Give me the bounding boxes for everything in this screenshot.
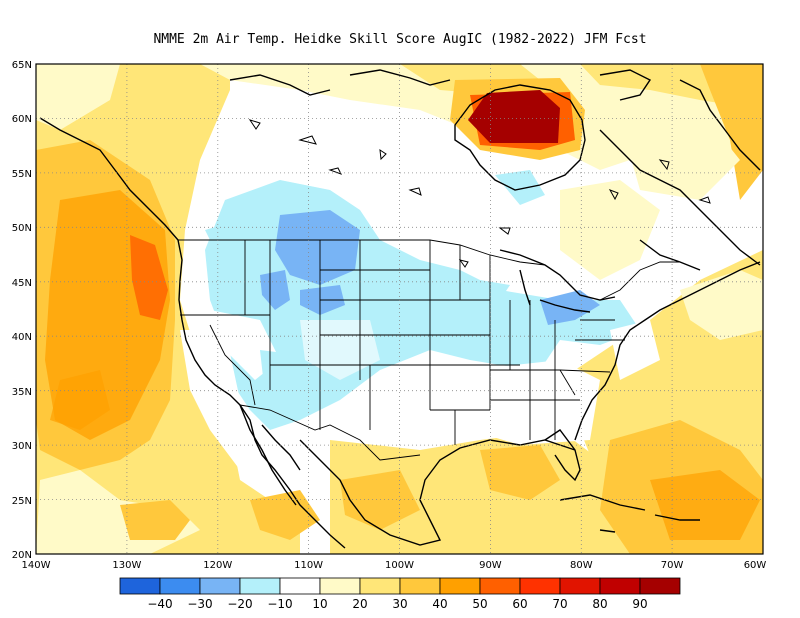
map-frame xyxy=(35,63,764,555)
lakes xyxy=(248,119,711,268)
colorbar-label: 60 xyxy=(512,597,527,611)
colorbar-label: 70 xyxy=(552,597,567,611)
colorbar-swatch xyxy=(319,577,361,595)
skill-field-layer xyxy=(36,64,763,554)
colorbar-label: 10 xyxy=(312,597,327,611)
colorbar-label: 90 xyxy=(632,597,647,611)
lat-tick-label: 60N xyxy=(12,114,32,125)
colorbar-label: 40 xyxy=(432,597,447,611)
lat-tick-label: 40N xyxy=(12,332,32,343)
lon-tick-label: 100W xyxy=(385,560,414,571)
colorbar-swatch xyxy=(359,577,401,595)
lon-tick-label: 60W xyxy=(744,560,767,571)
colorbar-swatch xyxy=(519,577,561,595)
colorbar-label: −30 xyxy=(187,597,212,611)
colorbar-swatch xyxy=(599,577,641,595)
colorbar-swatch xyxy=(479,577,521,595)
colorbar-swatch xyxy=(279,577,321,595)
colorbar-swatch xyxy=(239,577,281,595)
colorbar-label: −20 xyxy=(227,597,252,611)
colorbar-label: 30 xyxy=(392,597,407,611)
lat-tick-label: 25N xyxy=(12,496,32,507)
lat-tick-label: 50N xyxy=(12,223,32,234)
colorbar: −40 −30 −20 −10 10 20 30 40 50 60 70 80 90 xyxy=(119,577,681,611)
colorbar-swatch xyxy=(199,577,241,595)
colorbar-swatch xyxy=(439,577,481,595)
lon-tick-label: 110W xyxy=(294,560,323,571)
colorbar-swatch xyxy=(159,577,201,595)
coastlines xyxy=(39,69,761,549)
lat-tick-label: 45N xyxy=(12,278,32,289)
lon-tick-label: 140W xyxy=(22,560,51,571)
colorbar-swatch xyxy=(399,577,441,595)
lat-tick-label: 55N xyxy=(12,169,32,180)
lon-ticks: 140W 130W 120W 110W 100W 90W 80W 70W 60W xyxy=(22,560,767,571)
lat-tick-label: 20N xyxy=(12,550,32,561)
lon-tick-label: 70W xyxy=(661,560,684,571)
colorbar-label: 20 xyxy=(352,597,367,611)
lat-ticks: 65N 60N 55N 50N 45N 40N 35N 30N 25N 20N xyxy=(12,60,32,561)
colorbar-swatch xyxy=(119,577,161,595)
colorbar-swatch xyxy=(639,577,681,595)
lat-tick-label: 30N xyxy=(12,441,32,452)
lon-tick-label: 130W xyxy=(112,560,141,571)
map-plot-area xyxy=(36,64,763,554)
colorbar-label: −10 xyxy=(267,597,292,611)
colorbar-swatch xyxy=(559,577,601,595)
lat-tick-label: 65N xyxy=(12,60,32,71)
lon-tick-label: 120W xyxy=(203,560,232,571)
lat-tick-label: 35N xyxy=(12,387,32,398)
graticule xyxy=(36,64,763,554)
colorbar-label: 50 xyxy=(472,597,487,611)
colorbar-label: −40 xyxy=(147,597,172,611)
map-title: NMME 2m Air Temp. Heidke Skill Score Aug… xyxy=(153,32,646,47)
lon-tick-label: 90W xyxy=(479,560,502,571)
colorbar-label: 80 xyxy=(592,597,607,611)
lon-tick-label: 80W xyxy=(570,560,593,571)
